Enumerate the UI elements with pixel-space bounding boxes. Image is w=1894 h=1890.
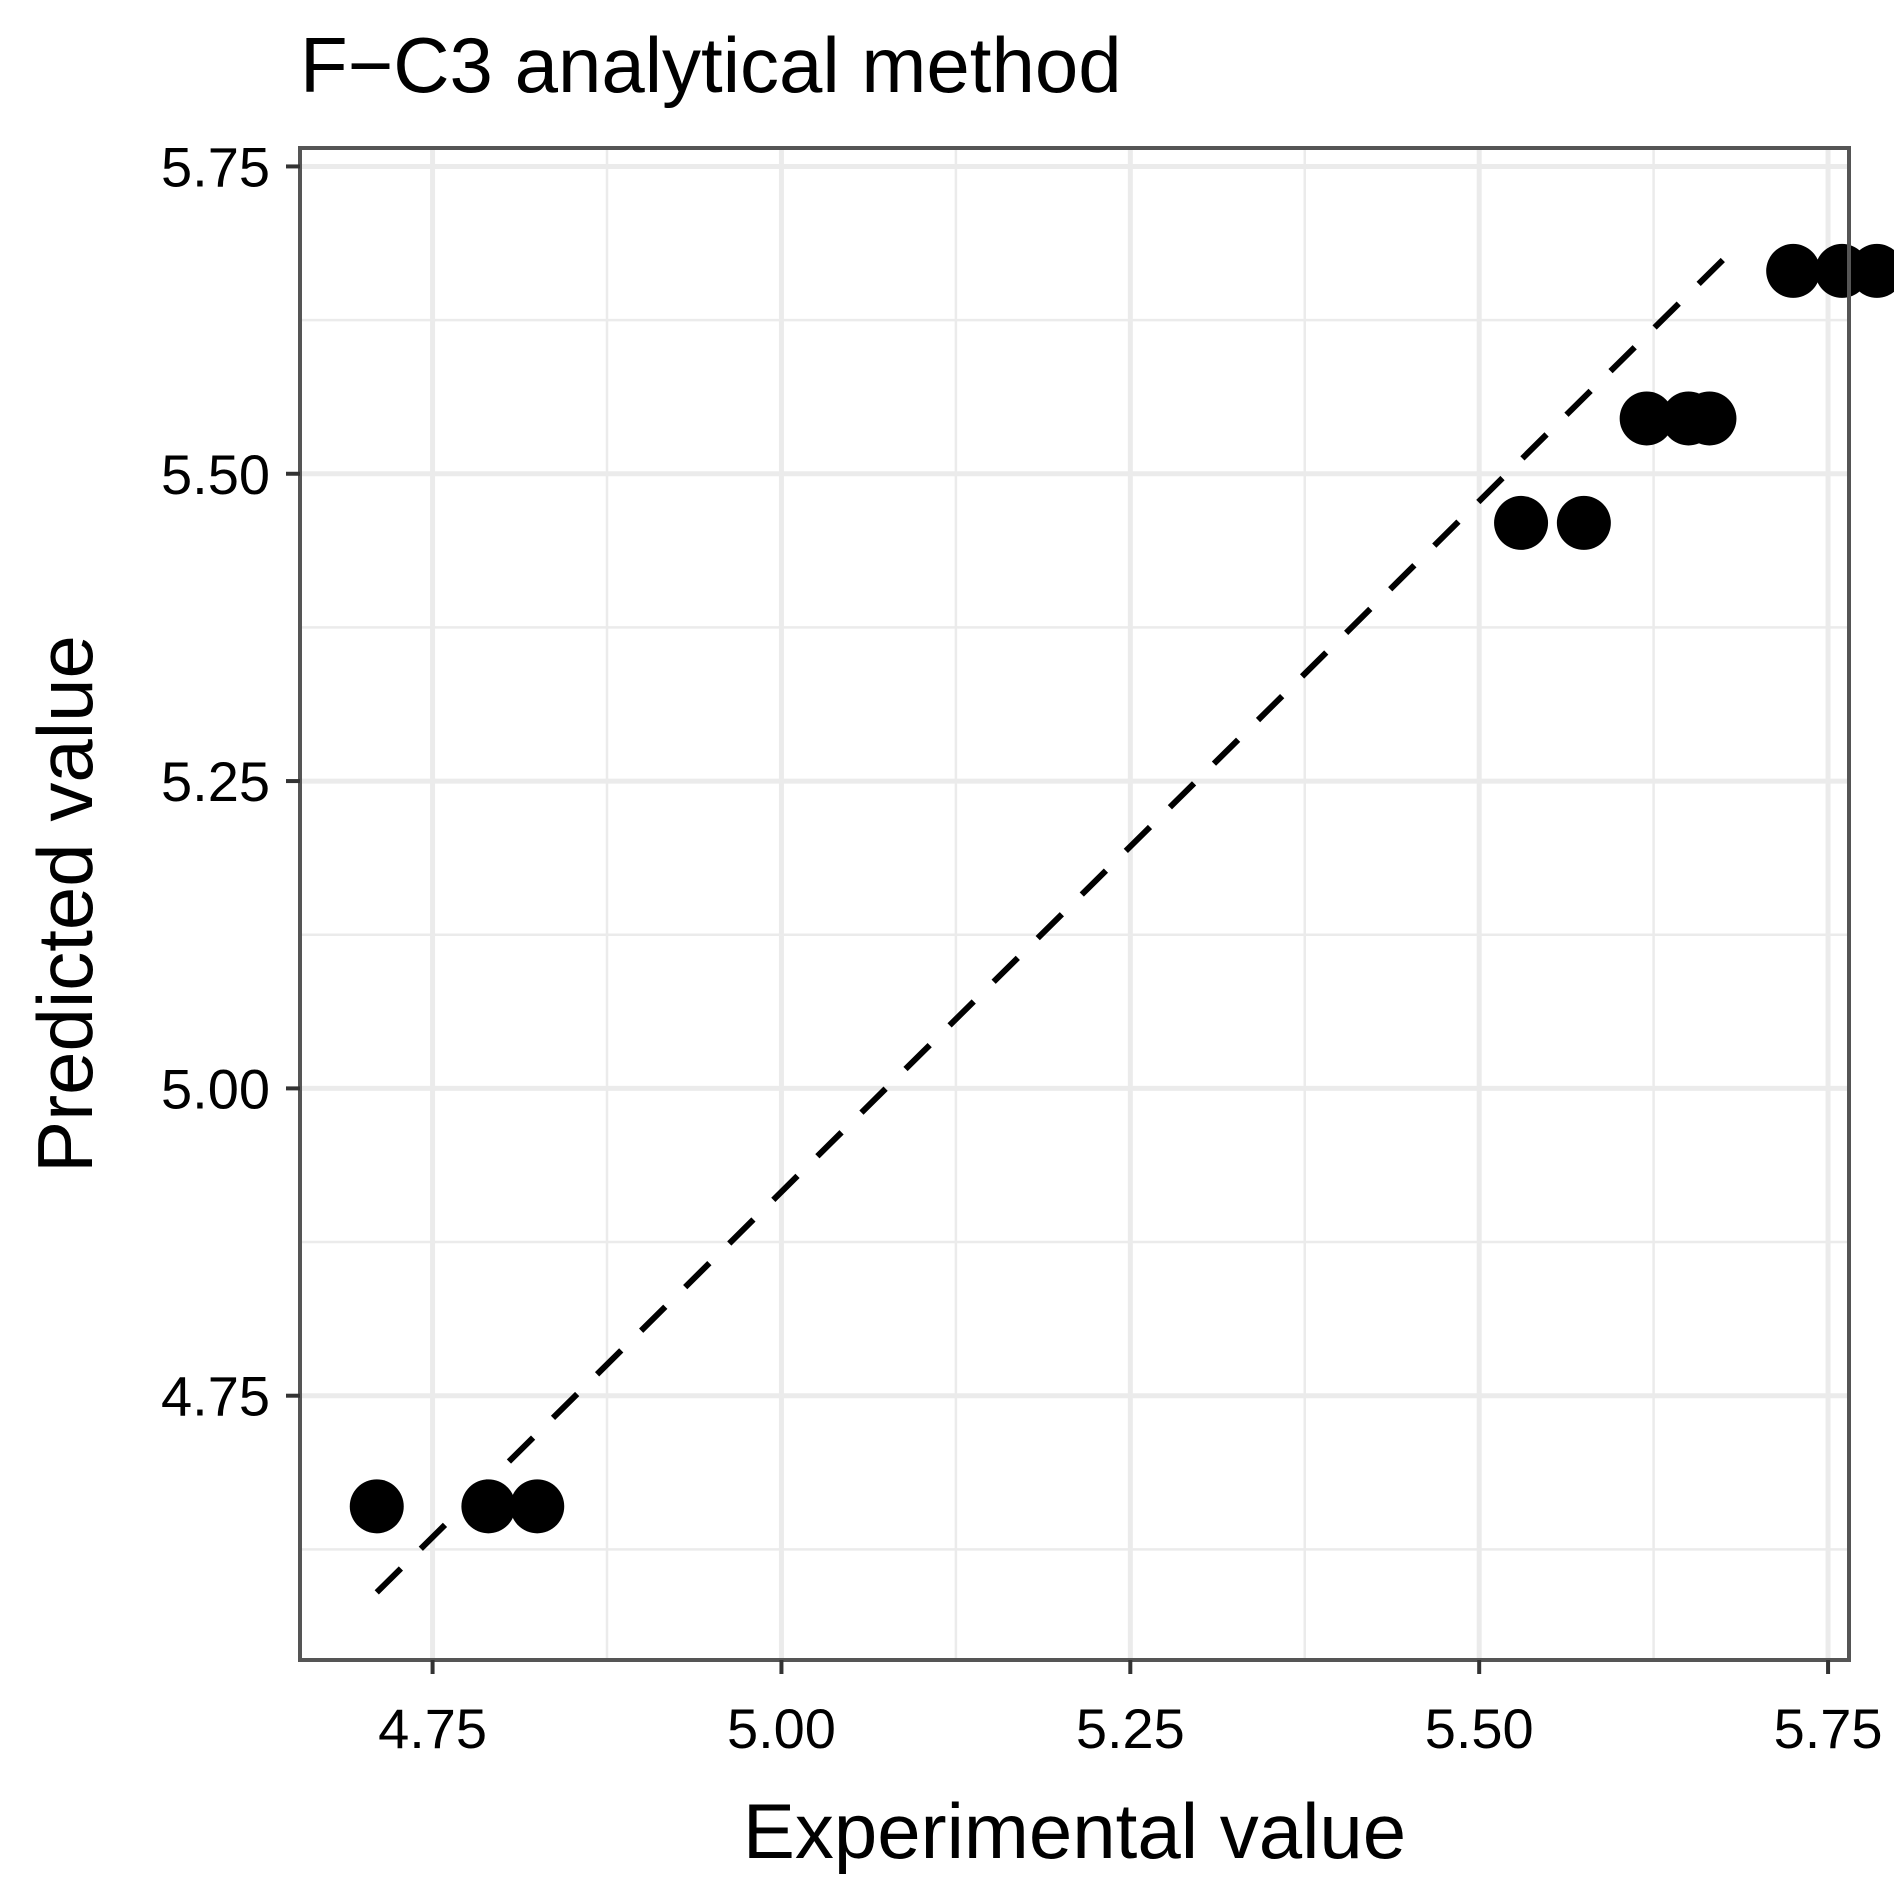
x-axis: 4.75 5.00 5.25 5.50 5.75 <box>378 1660 1883 1760</box>
reference-line <box>374 250 1733 1595</box>
grid-lines <box>300 148 1849 1660</box>
data-points <box>349 243 1894 1534</box>
data-point <box>1494 495 1549 550</box>
y-axis-title: Predicted value <box>21 635 109 1173</box>
reference-line-group <box>374 250 1733 1595</box>
data-point <box>1849 243 1894 298</box>
y-tick-label: 5.75 <box>161 135 270 198</box>
y-tick-label: 5.50 <box>161 443 270 506</box>
x-tick-label: 5.25 <box>1076 1697 1185 1760</box>
x-axis-title: Experimental value <box>743 1787 1406 1875</box>
y-tick-label: 5.25 <box>161 750 270 813</box>
x-tick-label: 5.75 <box>1774 1697 1883 1760</box>
chart-title: F−C3 analytical method <box>300 21 1122 109</box>
data-point <box>1682 391 1737 446</box>
data-point <box>1556 495 1611 550</box>
data-point <box>510 1479 565 1534</box>
panel-background <box>300 148 1849 1660</box>
y-tick-label: 4.75 <box>161 1365 270 1428</box>
x-tick-label: 5.50 <box>1425 1697 1534 1760</box>
x-tick-label: 5.00 <box>727 1697 836 1760</box>
y-tick-label: 5.00 <box>161 1057 270 1120</box>
data-point <box>1619 391 1674 446</box>
x-tick-label: 4.75 <box>378 1697 487 1760</box>
data-point <box>349 1479 404 1534</box>
data-point <box>1766 243 1821 298</box>
y-axis: 4.75 5.00 5.25 5.50 5.75 <box>161 135 300 1428</box>
panel-border <box>298 146 1851 1662</box>
data-point <box>461 1479 516 1534</box>
